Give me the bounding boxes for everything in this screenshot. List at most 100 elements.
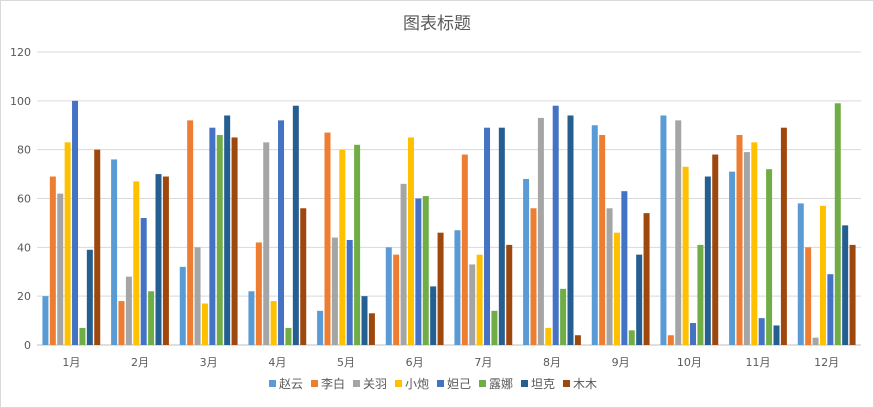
x-tick-label: 1月: [62, 356, 80, 369]
legend-label: 妲己: [447, 376, 471, 391]
bar-4-8: [545, 327, 552, 345]
bar-4-2: [133, 181, 140, 345]
bar-5-1: [72, 100, 79, 345]
bar-3-3: [194, 247, 201, 345]
x-tick-label: 12月: [814, 356, 839, 369]
y-tick-label: 40: [17, 241, 31, 254]
x-tick-label: 5月: [337, 356, 355, 369]
legend: 赵云 李白 关羽 小炮 妲己 露娜 坦克 木木: [269, 376, 597, 391]
bar-8-8: [574, 335, 581, 345]
bar-5-10: [690, 323, 697, 345]
bar-6-3: [216, 135, 223, 345]
bar-1-5: [317, 310, 324, 345]
legend-swatch: [269, 380, 276, 387]
bar-7-7: [498, 127, 505, 345]
bar-1-12: [797, 203, 804, 345]
bar-6-6: [422, 196, 429, 345]
bar-2-8: [530, 208, 537, 345]
legend-label: 小炮: [405, 377, 429, 391]
bar-8-1: [94, 149, 101, 345]
bar-8-6: [437, 232, 444, 345]
bar-3-1: [57, 193, 64, 345]
bar-4-1: [64, 142, 71, 345]
bars: [42, 100, 856, 346]
bar-4-10: [682, 166, 689, 345]
bar-6-1: [79, 327, 86, 345]
bar-3-10: [675, 120, 682, 345]
bar-6-2: [148, 291, 155, 345]
bar-8-10: [712, 154, 719, 345]
x-tick-label: 7月: [474, 356, 492, 369]
bar-8-4: [300, 208, 307, 345]
bar-1-1: [42, 296, 49, 345]
bar-6-8: [560, 288, 567, 345]
bar-3-2: [125, 276, 132, 345]
y-tick-label: 20: [17, 290, 31, 303]
bar-5-6: [415, 198, 422, 345]
legend-swatch: [395, 380, 402, 387]
bar-7-1: [86, 249, 93, 345]
bar-3-6: [400, 183, 407, 345]
legend-label: 赵云: [279, 377, 303, 391]
bar-4-11: [751, 142, 758, 345]
legend-swatch: [479, 380, 486, 387]
x-tick-label: 6月: [406, 356, 424, 369]
x-tick-label: 3月: [200, 356, 218, 369]
bar-2-11: [736, 135, 743, 345]
bar-2-1: [49, 176, 56, 345]
bar-3-8: [537, 117, 544, 345]
bar-6-9: [628, 330, 635, 345]
bar-7-9: [636, 254, 643, 345]
bar-4-5: [339, 149, 346, 345]
bar-7-12: [842, 225, 849, 345]
bar-2-5: [324, 132, 331, 345]
x-tick-label: 9月: [612, 356, 630, 369]
bar-2-10: [667, 335, 674, 345]
bar-6-5: [354, 144, 361, 345]
x-axis-tick-labels: 1月 2月 3月 4月 5月 6月 7月 8月 9月 10月 11月 12月: [62, 356, 839, 369]
bar-5-4: [278, 120, 285, 345]
bar-2-12: [805, 247, 812, 345]
y-tick-label: 80: [17, 144, 31, 157]
bar-3-11: [743, 152, 750, 345]
bar-1-6: [385, 247, 392, 345]
bar-5-11: [758, 318, 765, 345]
legend-label: 李白: [321, 376, 345, 391]
x-tick-label: 10月: [677, 356, 702, 369]
bar-2-6: [393, 254, 400, 345]
bar-5-2: [140, 218, 147, 345]
bar-5-7: [484, 127, 491, 345]
bar-6-10: [697, 244, 704, 345]
bar-1-2: [111, 159, 118, 345]
bar-8-3: [231, 137, 238, 345]
bar-8-11: [780, 127, 787, 345]
bar-4-6: [407, 137, 414, 345]
bar-8-2: [162, 176, 169, 345]
legend-swatch: [353, 380, 360, 387]
bar-5-12: [827, 274, 834, 345]
bar-6-12: [834, 103, 841, 346]
bar-3-4: [263, 142, 270, 345]
legend-swatch: [521, 380, 528, 387]
bar-7-11: [773, 325, 780, 345]
bar-1-9: [591, 125, 598, 345]
legend-label: 关羽: [363, 377, 387, 391]
bar-5-8: [552, 105, 559, 345]
chart-title: 图表标题: [403, 14, 471, 34]
y-tick-label: 0: [24, 339, 31, 352]
y-axis-tick-labels: 0 20 40 60 80 100 120: [10, 46, 31, 352]
bar-1-8: [523, 178, 530, 345]
bar-2-9: [599, 135, 606, 345]
bar-2-7: [461, 154, 468, 345]
bar-7-4: [292, 105, 299, 345]
y-tick-label: 100: [10, 95, 31, 108]
x-tick-label: 8月: [543, 356, 561, 369]
legend-label: 木木: [573, 377, 597, 391]
legend-label: 坦克: [531, 377, 555, 391]
bar-7-10: [704, 176, 711, 345]
bar-8-7: [506, 244, 513, 345]
bar-1-4: [248, 291, 255, 345]
bar-4-12: [819, 205, 826, 345]
bar-1-10: [660, 115, 667, 345]
